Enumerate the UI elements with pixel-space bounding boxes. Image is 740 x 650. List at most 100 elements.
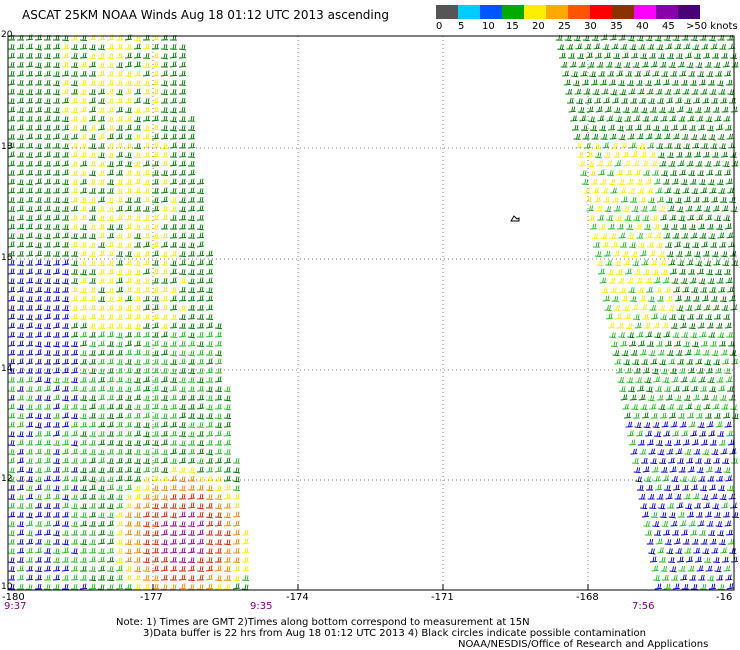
wind-barb xyxy=(605,259,613,266)
wind-barb xyxy=(133,367,142,374)
wind-barb xyxy=(61,367,70,374)
wind-barb xyxy=(695,412,703,419)
wind-barb xyxy=(196,584,205,591)
wind-barb xyxy=(684,547,692,554)
wind-barb xyxy=(142,304,151,311)
wind-barb xyxy=(89,124,96,131)
wind-barb xyxy=(178,314,187,321)
wind-barb xyxy=(52,565,61,572)
wind-barb xyxy=(133,493,142,500)
wind-barb xyxy=(594,152,602,159)
wind-barb xyxy=(708,583,716,590)
wind-barb xyxy=(142,313,151,320)
wind-barb xyxy=(649,403,657,410)
wind-barb xyxy=(718,88,726,95)
wind-barb xyxy=(624,313,632,320)
wind-barb xyxy=(43,548,52,554)
wind-barb xyxy=(178,350,187,357)
wind-barb xyxy=(79,260,88,267)
wind-barb xyxy=(98,187,105,194)
wind-barb xyxy=(667,403,675,410)
wind-barb xyxy=(723,269,731,275)
wind-barb xyxy=(725,277,733,284)
wind-barb xyxy=(79,322,88,329)
wind-barb xyxy=(710,43,718,50)
wind-barb xyxy=(687,313,695,320)
wind-barb xyxy=(97,34,106,41)
wind-barb xyxy=(88,520,97,527)
wind-barb xyxy=(683,493,691,500)
wind-barb xyxy=(654,583,662,590)
wind-barb xyxy=(52,422,61,428)
wind-barb xyxy=(205,304,214,311)
wind-barb xyxy=(160,314,169,320)
wind-barb xyxy=(178,188,187,194)
wind-barb xyxy=(52,539,61,545)
wind-barb xyxy=(697,520,705,527)
wind-barb xyxy=(187,133,196,140)
wind-barb xyxy=(16,151,25,158)
wind-barb xyxy=(241,538,250,545)
wind-barb xyxy=(580,170,588,177)
wind-barb xyxy=(178,322,187,329)
wind-barb xyxy=(590,79,598,86)
wind-barb xyxy=(187,403,196,410)
wind-barb xyxy=(97,152,106,159)
wind-barb xyxy=(70,71,79,77)
wind-barb xyxy=(692,44,700,51)
wind-barb xyxy=(34,430,43,437)
wind-barb xyxy=(724,520,732,527)
wind-barb xyxy=(160,421,169,428)
wind-barb xyxy=(7,259,16,266)
wind-barb xyxy=(631,404,639,410)
wind-barb xyxy=(669,268,678,275)
wind-barb xyxy=(106,232,115,239)
wind-barb xyxy=(97,98,106,104)
wind-barb xyxy=(35,88,42,95)
wind-barb xyxy=(115,376,124,383)
wind-barb xyxy=(151,331,160,338)
wind-barb xyxy=(677,61,685,68)
wind-barb xyxy=(70,503,79,510)
wind-barb xyxy=(88,115,97,122)
wind-barb xyxy=(178,251,187,258)
wind-barb xyxy=(178,160,187,167)
wind-barb xyxy=(44,187,51,194)
wind-barb xyxy=(187,178,196,185)
wind-barb xyxy=(645,331,653,338)
wind-barb xyxy=(635,476,643,483)
wind-barb xyxy=(26,367,33,374)
wind-barb xyxy=(79,160,88,167)
wind-barb xyxy=(691,188,699,195)
wind-barb xyxy=(623,259,631,266)
wind-barb xyxy=(722,511,730,518)
wind-barb xyxy=(115,70,124,77)
wind-barb xyxy=(196,259,205,266)
wind-barb xyxy=(649,106,657,113)
wind-barb xyxy=(88,304,97,311)
wind-barb xyxy=(692,242,700,249)
wind-barb xyxy=(133,124,142,131)
wind-barb xyxy=(686,259,694,266)
wind-barb xyxy=(656,394,664,401)
wind-barb xyxy=(721,106,729,113)
wind-barb xyxy=(160,170,169,177)
wind-barb xyxy=(34,214,43,221)
wind-barb xyxy=(106,575,115,582)
wind-barb xyxy=(593,241,601,248)
wind-barb xyxy=(106,314,115,320)
wind-barb xyxy=(672,430,680,437)
wind-barb xyxy=(97,349,106,356)
wind-barb xyxy=(160,359,169,366)
wind-barb xyxy=(25,133,34,140)
wind-barb xyxy=(617,179,625,185)
wind-barb xyxy=(16,404,25,411)
wind-barb xyxy=(608,179,616,186)
wind-barb xyxy=(151,241,160,248)
wind-barb xyxy=(636,430,644,437)
wind-barb xyxy=(726,133,734,140)
wind-barb xyxy=(106,116,115,122)
wind-barb xyxy=(79,52,88,59)
wind-barb xyxy=(25,349,34,356)
wind-barb xyxy=(133,187,142,194)
